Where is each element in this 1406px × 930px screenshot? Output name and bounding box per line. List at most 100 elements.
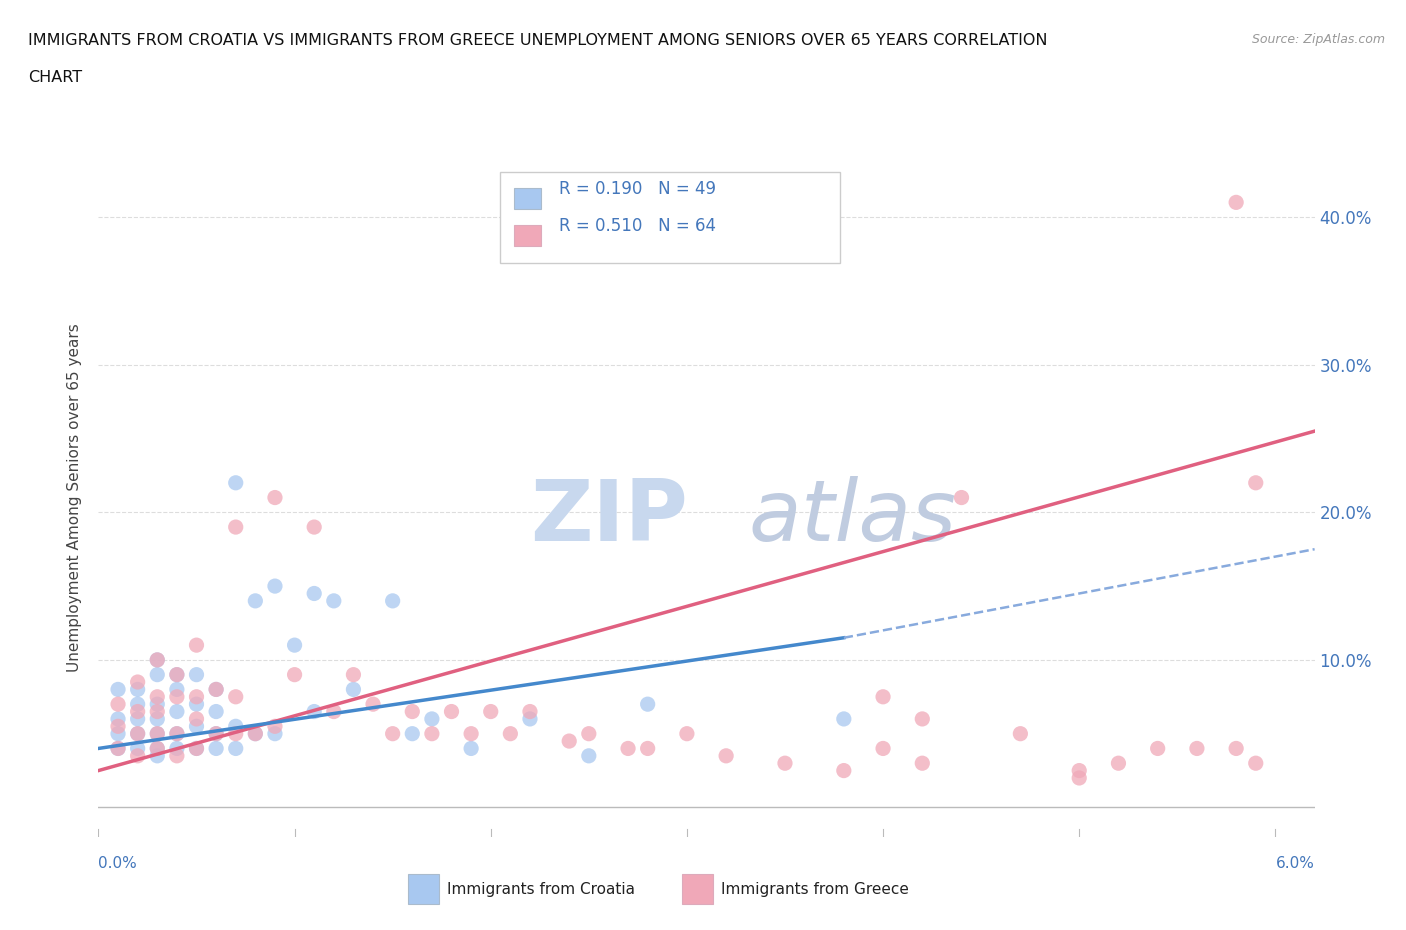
Point bbox=[342, 667, 364, 682]
Point bbox=[284, 667, 307, 682]
Point bbox=[205, 704, 228, 719]
Point bbox=[381, 593, 404, 608]
Point bbox=[186, 697, 208, 711]
Point bbox=[302, 520, 325, 535]
Point bbox=[460, 726, 482, 741]
Point bbox=[479, 704, 502, 719]
Point bbox=[186, 741, 208, 756]
Point bbox=[499, 726, 522, 741]
Point bbox=[166, 741, 188, 756]
Y-axis label: Unemployment Among Seniors over 65 years: Unemployment Among Seniors over 65 years bbox=[67, 324, 83, 671]
Point bbox=[617, 741, 640, 756]
Point bbox=[127, 682, 149, 697]
Point bbox=[361, 697, 384, 711]
Point bbox=[1185, 741, 1208, 756]
Point bbox=[107, 697, 129, 711]
Point bbox=[519, 711, 541, 726]
Point bbox=[225, 726, 247, 741]
Point bbox=[146, 749, 169, 764]
Point bbox=[950, 490, 973, 505]
FancyBboxPatch shape bbox=[515, 225, 541, 246]
Point bbox=[225, 719, 247, 734]
Point bbox=[637, 697, 659, 711]
Point bbox=[146, 697, 169, 711]
Point bbox=[832, 711, 855, 726]
Text: Immigrants from Croatia: Immigrants from Croatia bbox=[447, 882, 636, 897]
Point bbox=[676, 726, 699, 741]
Point bbox=[264, 578, 287, 593]
Point bbox=[146, 667, 169, 682]
Point bbox=[872, 741, 894, 756]
Point bbox=[146, 711, 169, 726]
Point bbox=[107, 711, 129, 726]
Point bbox=[127, 697, 149, 711]
FancyBboxPatch shape bbox=[515, 188, 541, 209]
Point bbox=[127, 704, 149, 719]
Point bbox=[225, 689, 247, 704]
Point bbox=[911, 756, 934, 771]
Point bbox=[107, 682, 129, 697]
Point bbox=[225, 741, 247, 756]
Point bbox=[911, 711, 934, 726]
Point bbox=[186, 689, 208, 704]
Point bbox=[1225, 741, 1247, 756]
Point bbox=[578, 726, 600, 741]
Point bbox=[1069, 764, 1091, 778]
Point bbox=[127, 741, 149, 756]
Point bbox=[127, 674, 149, 689]
Point bbox=[401, 704, 423, 719]
Point bbox=[205, 682, 228, 697]
Point bbox=[186, 741, 208, 756]
Text: R = 0.510   N = 64: R = 0.510 N = 64 bbox=[560, 217, 716, 235]
Point bbox=[420, 726, 443, 741]
Point bbox=[205, 682, 228, 697]
Text: 6.0%: 6.0% bbox=[1275, 856, 1315, 871]
Text: atlas: atlas bbox=[748, 476, 956, 560]
Point bbox=[107, 741, 129, 756]
Point bbox=[342, 682, 364, 697]
FancyBboxPatch shape bbox=[499, 172, 841, 263]
Text: 0.0%: 0.0% bbox=[98, 856, 138, 871]
Point bbox=[166, 749, 188, 764]
Point bbox=[205, 741, 228, 756]
Point bbox=[245, 726, 267, 741]
Point bbox=[146, 689, 169, 704]
Point bbox=[872, 689, 894, 704]
Point bbox=[166, 667, 188, 682]
Text: R = 0.190   N = 49: R = 0.190 N = 49 bbox=[560, 179, 716, 198]
Point bbox=[166, 689, 188, 704]
Point bbox=[440, 704, 463, 719]
Point bbox=[146, 741, 169, 756]
Point bbox=[146, 653, 169, 668]
Point bbox=[146, 741, 169, 756]
Point bbox=[186, 667, 208, 682]
Point bbox=[264, 490, 287, 505]
Point bbox=[146, 704, 169, 719]
Point bbox=[302, 586, 325, 601]
Point bbox=[1010, 726, 1032, 741]
Point bbox=[225, 520, 247, 535]
Point bbox=[146, 726, 169, 741]
Point bbox=[264, 719, 287, 734]
Point bbox=[1146, 741, 1168, 756]
Point bbox=[186, 711, 208, 726]
Point bbox=[166, 704, 188, 719]
Point bbox=[245, 726, 267, 741]
Text: Source: ZipAtlas.com: Source: ZipAtlas.com bbox=[1251, 33, 1385, 46]
Point bbox=[186, 638, 208, 653]
Point bbox=[1244, 475, 1267, 490]
Point bbox=[637, 741, 659, 756]
Point bbox=[146, 653, 169, 668]
Point bbox=[420, 711, 443, 726]
Point bbox=[1107, 756, 1129, 771]
Point bbox=[264, 726, 287, 741]
Point bbox=[832, 764, 855, 778]
Point bbox=[166, 726, 188, 741]
Point bbox=[146, 726, 169, 741]
Point bbox=[302, 704, 325, 719]
Point bbox=[205, 726, 228, 741]
Point bbox=[1225, 195, 1247, 210]
Point bbox=[519, 704, 541, 719]
Text: CHART: CHART bbox=[28, 70, 82, 85]
Point bbox=[225, 475, 247, 490]
